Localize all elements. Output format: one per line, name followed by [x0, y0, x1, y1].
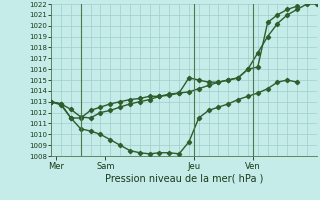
X-axis label: Pression niveau de la mer( hPa ): Pression niveau de la mer( hPa ): [105, 173, 263, 183]
